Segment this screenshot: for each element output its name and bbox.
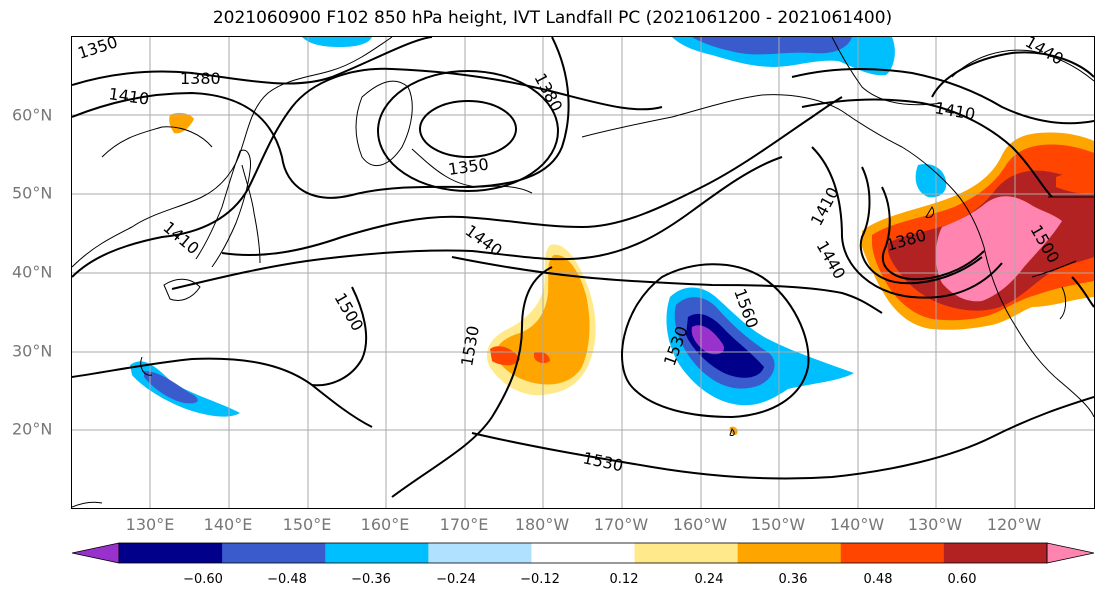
lon-label: 150°E [282, 515, 332, 534]
colorbar-extension-low [71, 542, 120, 564]
colorbar-swatch [119, 543, 223, 563]
lon-label: 180°W [514, 515, 570, 534]
lat-label-30n: 30°N [12, 341, 53, 361]
contour-label: 1410 [933, 98, 976, 124]
colorbar-swatch [428, 543, 532, 563]
colorbar-extension-high [1046, 542, 1095, 564]
colorbar-swatch [634, 543, 739, 563]
lat-label-40n: 40°N [12, 262, 53, 282]
colorbar-tick-label: −0.48 [267, 572, 307, 587]
contour-label: 1530 [581, 448, 625, 475]
colorbar-swatch [222, 543, 326, 563]
colorbar-tick-label: −0.36 [351, 572, 391, 587]
coastlines [72, 37, 1094, 508]
lon-label: 140°W [829, 515, 885, 534]
colorbar-swatch [325, 543, 429, 563]
lon-label: 150°W [750, 515, 806, 534]
lon-label: 160°E [360, 515, 410, 534]
ivt-negative-patch-west [130, 361, 240, 417]
colorbar-frame [118, 542, 1048, 564]
colorbar-tick-label: 0.60 [947, 572, 977, 587]
contour-label: 1380 [180, 69, 221, 88]
contour-label: 1410 [159, 218, 202, 259]
colorbar-swatch [943, 543, 1048, 563]
contour-label: 1530 [457, 324, 483, 367]
contour-label: 1410 [107, 84, 150, 108]
colorbar-tick-label: 0.12 [609, 572, 639, 587]
colorbar-tick-label: 0.24 [694, 572, 724, 587]
lon-label: 130°W [907, 515, 963, 534]
lon-label: 170°W [593, 515, 649, 534]
height-contours [72, 37, 1094, 498]
map-panel: 1350 1380 1410 1380 1350 1410 1410 1440 … [71, 36, 1095, 509]
graticule [72, 37, 1094, 508]
lon-label: 160°W [672, 515, 728, 534]
contour-label: 1350 [75, 37, 120, 63]
lat-label-20n: 20°N [12, 419, 53, 439]
map-canvas: 1350 1380 1410 1380 1350 1410 1410 1440 … [72, 37, 1094, 508]
colorbar-tick-label: −0.60 [183, 572, 223, 587]
colorbar-swatch [531, 543, 636, 563]
map-title: 2021060900 F102 850 hPa height, IVT Land… [212, 8, 893, 28]
lon-label: 120°W [986, 515, 1042, 534]
lon-label: 140°E [203, 515, 253, 534]
colorbar-tick-label: 0.36 [778, 572, 808, 587]
lon-label: 130°E [125, 515, 175, 534]
contour-label: 1410 [807, 184, 843, 229]
colorbar [71, 542, 1095, 564]
lat-label-60n: 60°N [12, 105, 53, 125]
colorbar-tick-label: −0.12 [520, 572, 560, 587]
colorbar-tick-label: 0.48 [863, 572, 893, 587]
lat-label-50n: 50°N [12, 183, 53, 203]
ivt-shading [130, 37, 1094, 435]
colorbar-swatch [840, 543, 945, 563]
colorbar-swatch [737, 543, 842, 563]
colorbar-tick-label: −0.24 [436, 572, 476, 587]
lon-label: 170°E [439, 515, 489, 534]
contour-label: 1350 [447, 154, 490, 178]
